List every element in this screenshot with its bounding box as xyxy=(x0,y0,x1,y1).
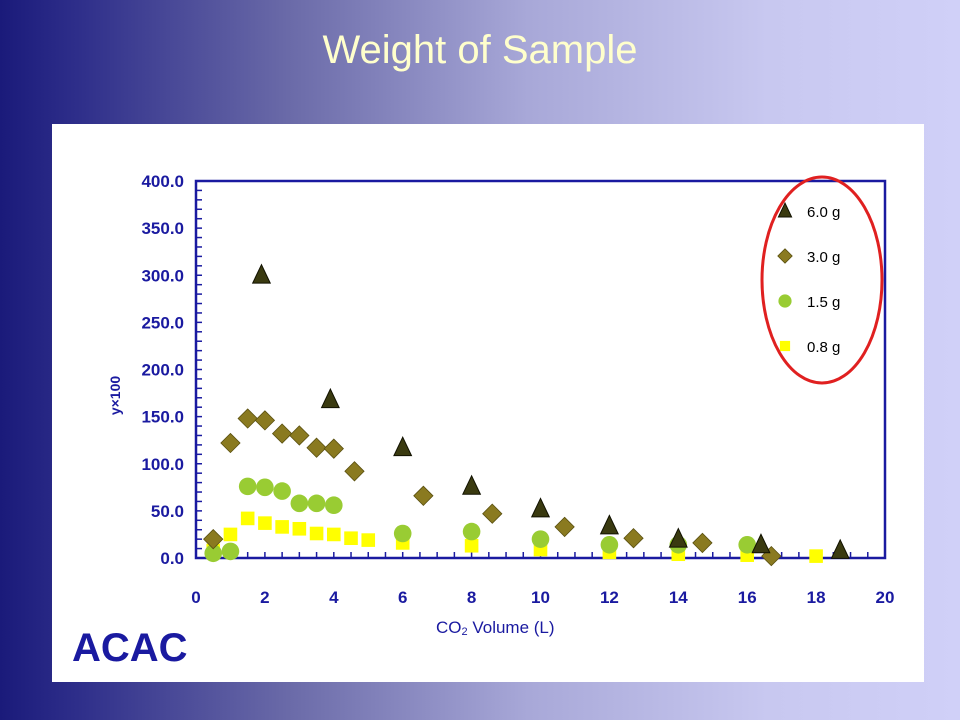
data-point xyxy=(668,527,688,548)
legend-marker xyxy=(777,201,793,218)
data-point xyxy=(292,521,307,536)
x-axis-title: CO2 Volume (L) xyxy=(436,618,555,638)
legend-label: 3.0 g xyxy=(807,249,840,266)
x-tick-label: 20 xyxy=(876,588,895,607)
data-point xyxy=(254,410,276,431)
legend-marker xyxy=(777,248,793,264)
data-point xyxy=(600,536,619,554)
data-point xyxy=(830,538,850,559)
legend-marker xyxy=(779,340,791,352)
data-point xyxy=(258,516,272,530)
data-point xyxy=(290,494,309,513)
y-tick-label: 100.0 xyxy=(141,455,184,474)
x-tick-label: 14 xyxy=(669,588,688,607)
data-point xyxy=(289,425,310,446)
legend-highlight-ellipse xyxy=(760,175,884,385)
data-point xyxy=(309,526,324,541)
data-point xyxy=(273,482,291,500)
data-point xyxy=(809,549,823,563)
x-tick-label: 10 xyxy=(531,588,550,607)
x-axis-title-subscript: 2 xyxy=(461,626,468,638)
y-tick-label: 350.0 xyxy=(141,219,184,238)
data-point xyxy=(220,432,241,454)
data-point xyxy=(221,542,240,561)
data-point xyxy=(223,527,238,542)
data-point xyxy=(251,263,272,284)
data-point xyxy=(271,423,293,444)
data-point xyxy=(530,497,551,518)
y-tick-label: 300.0 xyxy=(141,266,184,285)
data-point xyxy=(240,511,255,526)
y-tick-label: 250.0 xyxy=(141,313,184,332)
legend-marker xyxy=(778,294,792,308)
data-point xyxy=(203,528,224,550)
data-point xyxy=(692,532,713,554)
x-tick-label: 4 xyxy=(329,588,339,607)
data-point xyxy=(599,514,619,535)
data-point xyxy=(256,478,274,497)
data-point xyxy=(325,496,343,515)
acac-logo: ACAC xyxy=(72,626,188,670)
y-tick-label: 400.0 xyxy=(141,172,184,191)
data-point xyxy=(323,438,344,459)
x-tick-label: 6 xyxy=(398,588,407,607)
data-point xyxy=(482,503,503,524)
slide-title: Weight of Sample xyxy=(322,28,638,72)
data-point xyxy=(464,538,479,553)
data-point xyxy=(462,474,482,495)
x-tick-label: 12 xyxy=(600,588,619,607)
y-tick-label: 0.0 xyxy=(160,549,184,568)
x-tick-label: 8 xyxy=(467,588,476,607)
legend-label: 1.5 g xyxy=(807,294,840,311)
y-tick-label: 150.0 xyxy=(141,408,184,427)
data-point xyxy=(320,387,340,409)
data-point xyxy=(275,520,289,534)
scatter-chart: 0.050.0100.0150.0200.0250.0300.0350.0400… xyxy=(107,172,895,607)
y-tick-label: 50.0 xyxy=(151,502,184,521)
data-point xyxy=(307,494,326,513)
data-point xyxy=(531,530,550,548)
y-tick-label: 200.0 xyxy=(141,361,184,380)
legend-label: 6.0 g xyxy=(807,204,840,221)
data-point xyxy=(344,461,365,482)
data-point xyxy=(238,477,257,496)
data-point xyxy=(361,533,376,547)
data-point xyxy=(554,516,575,538)
data-point xyxy=(327,527,341,542)
x-tick-label: 0 xyxy=(191,588,200,607)
x-tick-label: 2 xyxy=(260,588,269,607)
data-point xyxy=(344,531,358,546)
data-point xyxy=(237,408,258,429)
y-axis-title: y×100 xyxy=(107,376,123,416)
data-point xyxy=(306,437,327,458)
x-axis-title-rest: Volume (L) xyxy=(467,618,555,637)
legend-label: 0.8 g xyxy=(807,339,840,356)
data-point xyxy=(204,544,223,563)
x-axis-title-main: CO xyxy=(436,618,462,637)
data-point xyxy=(751,533,771,554)
x-tick-label: 18 xyxy=(807,588,826,607)
data-point xyxy=(393,524,412,543)
data-point xyxy=(462,522,481,541)
data-point xyxy=(738,536,756,554)
data-point xyxy=(623,528,644,549)
x-tick-label: 16 xyxy=(738,588,757,607)
data-point xyxy=(413,485,434,506)
data-point xyxy=(393,436,413,457)
